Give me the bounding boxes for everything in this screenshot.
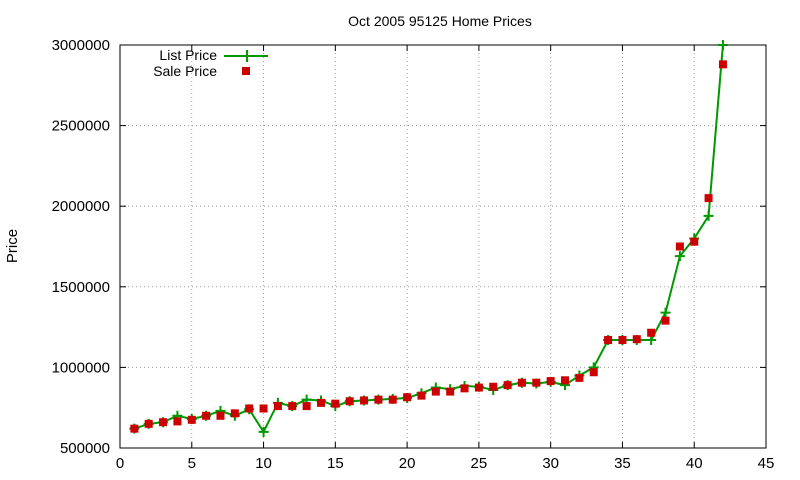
axis-ticks: 0 5 10 15 20 25 30 35 40 45 500000 1000000 1500000 20… bbox=[52, 37, 775, 472]
sale-price-point bbox=[417, 391, 426, 400]
y-tick-label: 1500000 bbox=[52, 279, 110, 296]
y-tick-label: 3000000 bbox=[52, 37, 110, 54]
sale-price-point bbox=[130, 424, 139, 433]
sale-price-point bbox=[360, 396, 369, 405]
legend: List Price Sale Price bbox=[153, 47, 268, 79]
y-tick-label: 2000000 bbox=[52, 198, 110, 215]
list-price-point bbox=[717, 40, 728, 50]
legend-label-list-price: List Price bbox=[159, 47, 217, 63]
sale-price-point bbox=[316, 398, 325, 407]
sale-price-point bbox=[331, 399, 340, 408]
sale-price-point bbox=[173, 417, 182, 426]
x-tick-label: 40 bbox=[686, 455, 703, 472]
list-price-point bbox=[674, 251, 685, 262]
sale-price-point bbox=[661, 316, 670, 325]
x-tick-label: 35 bbox=[614, 455, 631, 472]
sale-price-point bbox=[503, 381, 512, 390]
x-tick-label: 20 bbox=[399, 455, 416, 472]
sale-price-point bbox=[187, 415, 196, 424]
sale-price-point bbox=[388, 395, 397, 404]
x-tick-label: 30 bbox=[542, 455, 559, 472]
sale-price-point bbox=[690, 237, 699, 246]
sale-price-point bbox=[675, 242, 684, 251]
sale-price-point bbox=[604, 335, 613, 344]
sale-price-point bbox=[575, 373, 584, 382]
y-tick-label: 1000000 bbox=[52, 359, 110, 376]
y-axis-label: Price bbox=[4, 229, 21, 263]
sale-price-point bbox=[546, 377, 555, 386]
sale-price-point bbox=[532, 378, 541, 387]
sale-price-point bbox=[704, 194, 713, 203]
chart-title: Oct 2005 95125 Home Prices bbox=[348, 13, 532, 29]
sale-price-point bbox=[230, 409, 239, 418]
series-line-list-price bbox=[134, 44, 724, 434]
sale-price-point bbox=[460, 384, 469, 393]
x-tick-label: 25 bbox=[471, 455, 488, 472]
list-price-point bbox=[660, 307, 671, 318]
legend-marker-list-price bbox=[241, 50, 253, 62]
sale-price-point bbox=[718, 60, 727, 69]
sale-price-point bbox=[517, 378, 526, 387]
sale-price-point bbox=[273, 402, 282, 411]
sale-price-point bbox=[216, 411, 225, 420]
sale-price-point bbox=[446, 387, 455, 396]
list-price-point bbox=[703, 210, 714, 221]
sale-price-point bbox=[589, 368, 598, 377]
x-tick-label: 15 bbox=[327, 455, 344, 472]
sale-price-point bbox=[489, 382, 498, 391]
sale-price-point bbox=[632, 335, 641, 344]
sale-price-point bbox=[202, 411, 211, 420]
legend-marker-sale-price bbox=[242, 67, 250, 75]
sale-price-point bbox=[374, 395, 383, 404]
x-tick-label: 0 bbox=[116, 455, 124, 472]
sale-price-point bbox=[474, 383, 483, 392]
sale-price-point bbox=[618, 335, 627, 344]
sale-price-point bbox=[245, 404, 254, 413]
x-tick-label: 45 bbox=[758, 455, 775, 472]
sale-price-point bbox=[561, 376, 570, 385]
x-tick-label: 10 bbox=[255, 455, 272, 472]
sale-price-point bbox=[403, 393, 412, 402]
list-price-point bbox=[258, 426, 269, 437]
legend-label-sale-price: Sale Price bbox=[153, 63, 217, 79]
sale-price-point bbox=[144, 419, 153, 428]
series-layer bbox=[129, 40, 728, 437]
sale-price-point bbox=[259, 404, 268, 413]
sale-price-point bbox=[159, 418, 168, 427]
x-tick-label: 5 bbox=[188, 455, 196, 472]
sale-price-point bbox=[288, 402, 297, 411]
sale-price-point bbox=[431, 387, 440, 396]
sale-price-point bbox=[302, 402, 311, 411]
sale-price-point bbox=[647, 328, 656, 337]
y-tick-label: 500000 bbox=[60, 440, 110, 457]
plot-border bbox=[119, 44, 767, 449]
y-tick-label: 2500000 bbox=[52, 118, 110, 135]
sale-price-point bbox=[345, 397, 354, 406]
